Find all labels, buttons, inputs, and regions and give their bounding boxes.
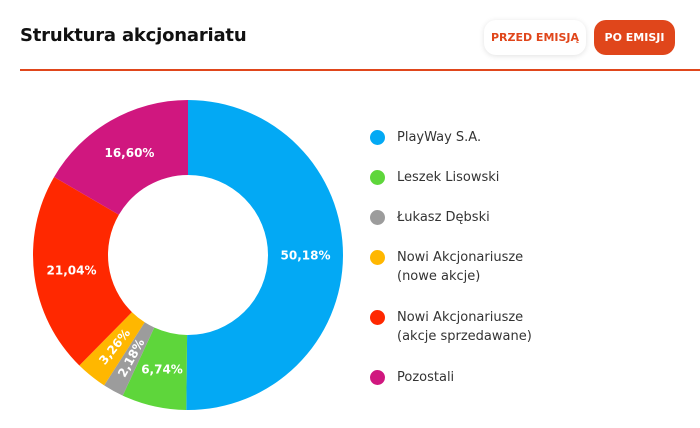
legend-item: Nowi Akcjonariusze (nowe akcje) — [370, 248, 670, 286]
legend-item: Łukasz Dębski — [370, 208, 670, 227]
slice-value-label: 16,60% — [104, 146, 154, 160]
slice-lukasz-debski — [104, 322, 155, 396]
legend-label: Nowi Akcjonariusze (akcje sprzedawane) — [397, 310, 532, 344]
legend-swatch — [370, 130, 385, 145]
header-divider — [20, 69, 700, 71]
legend-swatch — [370, 170, 385, 185]
before-emission-button[interactable]: PRZED EMISJĄ — [484, 20, 586, 55]
slice-value-label: 21,04% — [47, 264, 97, 278]
page-title: Struktura akcjonariatu — [20, 25, 247, 46]
slice-playway — [186, 100, 343, 410]
legend-swatch — [370, 370, 385, 385]
legend-item: Leszek Lisowski — [370, 168, 670, 187]
slice-others — [54, 100, 188, 215]
legend-label: Leszek Lisowski — [397, 170, 500, 185]
legend-label: Pozostali — [397, 370, 455, 385]
legend-label: PlayWay S.A. — [397, 130, 482, 145]
slice-value-label: 50,18% — [281, 249, 331, 263]
legend-swatch — [370, 210, 385, 225]
legend-label: Nowi Akcjonariusze (nowe akcje) — [397, 250, 524, 284]
slice-value-label: 6,74% — [141, 363, 183, 377]
legend-item: Nowi Akcjonariusze (akcje sprzedawane) — [370, 308, 670, 346]
legend-swatch — [370, 250, 385, 265]
slice-leszek-lisowski — [122, 327, 188, 410]
slice-sold-shares — [33, 176, 132, 366]
shareholder-donut-chart: 50,18%6,74%2,18%3,26%21,04%16,60% — [33, 100, 343, 410]
slice-new-shares — [79, 312, 145, 386]
after-emission-button[interactable]: PO EMISJI — [594, 20, 675, 55]
legend-swatch — [370, 310, 385, 325]
legend-item: Pozostali — [370, 368, 670, 387]
legend-label: Łukasz Dębski — [397, 210, 490, 225]
legend-item: PlayWay S.A. — [370, 128, 670, 147]
